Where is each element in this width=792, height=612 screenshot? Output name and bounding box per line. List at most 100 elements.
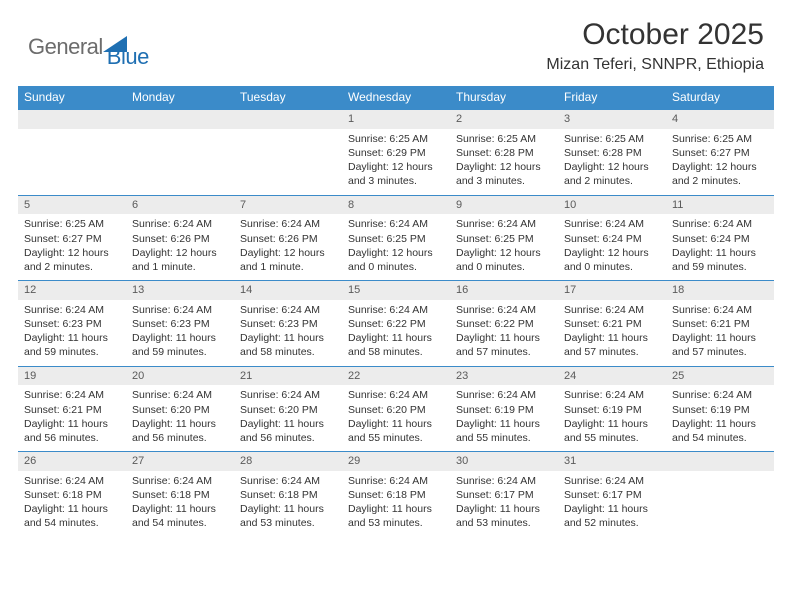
sunrise-text: Sunrise: 6:24 AM xyxy=(348,388,444,402)
day-cell xyxy=(18,110,126,195)
sunrise-text: Sunrise: 6:24 AM xyxy=(672,217,768,231)
day-number: 26 xyxy=(18,452,126,471)
sunrise-text: Sunrise: 6:24 AM xyxy=(564,388,660,402)
day-body: Sunrise: 6:24 AMSunset: 6:17 PMDaylight:… xyxy=(450,471,558,537)
day-body: Sunrise: 6:24 AMSunset: 6:24 PMDaylight:… xyxy=(666,214,774,280)
sunset-text: Sunset: 6:18 PM xyxy=(240,488,336,502)
day-cell: 16Sunrise: 6:24 AMSunset: 6:22 PMDayligh… xyxy=(450,281,558,366)
sunrise-text: Sunrise: 6:24 AM xyxy=(24,303,120,317)
day-cell: 27Sunrise: 6:24 AMSunset: 6:18 PMDayligh… xyxy=(126,452,234,537)
sunset-text: Sunset: 6:19 PM xyxy=(672,403,768,417)
day-cell: 25Sunrise: 6:24 AMSunset: 6:19 PMDayligh… xyxy=(666,367,774,452)
day-body: Sunrise: 6:24 AMSunset: 6:20 PMDaylight:… xyxy=(342,385,450,451)
day-cell: 26Sunrise: 6:24 AMSunset: 6:18 PMDayligh… xyxy=(18,452,126,537)
day-cell: 8Sunrise: 6:24 AMSunset: 6:25 PMDaylight… xyxy=(342,196,450,281)
sunrise-text: Sunrise: 6:24 AM xyxy=(456,303,552,317)
day-number: 3 xyxy=(558,110,666,129)
sunrise-text: Sunrise: 6:24 AM xyxy=(132,217,228,231)
daylight-text: Daylight: 11 hours and 58 minutes. xyxy=(348,331,444,359)
sunset-text: Sunset: 6:22 PM xyxy=(348,317,444,331)
day-cell: 5Sunrise: 6:25 AMSunset: 6:27 PMDaylight… xyxy=(18,196,126,281)
day-body: Sunrise: 6:24 AMSunset: 6:18 PMDaylight:… xyxy=(234,471,342,537)
sunrise-text: Sunrise: 6:24 AM xyxy=(24,388,120,402)
daylight-text: Daylight: 12 hours and 3 minutes. xyxy=(348,160,444,188)
sunset-text: Sunset: 6:17 PM xyxy=(456,488,552,502)
day-cell: 18Sunrise: 6:24 AMSunset: 6:21 PMDayligh… xyxy=(666,281,774,366)
calendar-body: 1Sunrise: 6:25 AMSunset: 6:29 PMDaylight… xyxy=(18,109,774,537)
day-cell: 10Sunrise: 6:24 AMSunset: 6:24 PMDayligh… xyxy=(558,196,666,281)
day-cell: 11Sunrise: 6:24 AMSunset: 6:24 PMDayligh… xyxy=(666,196,774,281)
sunset-text: Sunset: 6:18 PM xyxy=(348,488,444,502)
sunrise-text: Sunrise: 6:25 AM xyxy=(672,132,768,146)
day-cell: 4Sunrise: 6:25 AMSunset: 6:27 PMDaylight… xyxy=(666,110,774,195)
day-cell xyxy=(666,452,774,537)
day-body: Sunrise: 6:24 AMSunset: 6:18 PMDaylight:… xyxy=(126,471,234,537)
page-header: General Blue October 2025 Mizan Teferi, … xyxy=(0,0,792,80)
sunrise-text: Sunrise: 6:24 AM xyxy=(132,388,228,402)
day-number: 8 xyxy=(342,196,450,215)
logo-text-general: General xyxy=(28,34,103,60)
daylight-text: Daylight: 11 hours and 55 minutes. xyxy=(456,417,552,445)
day-number: 29 xyxy=(342,452,450,471)
day-number: 21 xyxy=(234,367,342,386)
day-body: Sunrise: 6:24 AMSunset: 6:22 PMDaylight:… xyxy=(342,300,450,366)
sunset-text: Sunset: 6:24 PM xyxy=(564,232,660,246)
day-cell: 9Sunrise: 6:24 AMSunset: 6:25 PMDaylight… xyxy=(450,196,558,281)
sunrise-text: Sunrise: 6:25 AM xyxy=(24,217,120,231)
day-cell: 17Sunrise: 6:24 AMSunset: 6:21 PMDayligh… xyxy=(558,281,666,366)
weekday-header: Tuesday xyxy=(234,86,342,109)
day-body: Sunrise: 6:24 AMSunset: 6:22 PMDaylight:… xyxy=(450,300,558,366)
daylight-text: Daylight: 11 hours and 54 minutes. xyxy=(132,502,228,530)
day-cell: 14Sunrise: 6:24 AMSunset: 6:23 PMDayligh… xyxy=(234,281,342,366)
day-cell: 13Sunrise: 6:24 AMSunset: 6:23 PMDayligh… xyxy=(126,281,234,366)
week-row: 19Sunrise: 6:24 AMSunset: 6:21 PMDayligh… xyxy=(18,366,774,452)
daylight-text: Daylight: 11 hours and 55 minutes. xyxy=(564,417,660,445)
day-body: Sunrise: 6:24 AMSunset: 6:25 PMDaylight:… xyxy=(342,214,450,280)
sunset-text: Sunset: 6:23 PM xyxy=(24,317,120,331)
sunset-text: Sunset: 6:25 PM xyxy=(456,232,552,246)
day-number: 23 xyxy=(450,367,558,386)
sunset-text: Sunset: 6:26 PM xyxy=(240,232,336,246)
day-body: Sunrise: 6:24 AMSunset: 6:25 PMDaylight:… xyxy=(450,214,558,280)
sunset-text: Sunset: 6:18 PM xyxy=(24,488,120,502)
day-cell: 12Sunrise: 6:24 AMSunset: 6:23 PMDayligh… xyxy=(18,281,126,366)
daylight-text: Daylight: 11 hours and 57 minutes. xyxy=(672,331,768,359)
daylight-text: Daylight: 12 hours and 1 minute. xyxy=(132,246,228,274)
sunrise-text: Sunrise: 6:24 AM xyxy=(564,474,660,488)
title-block: October 2025 Mizan Teferi, SNNPR, Ethiop… xyxy=(546,18,764,74)
day-number: 20 xyxy=(126,367,234,386)
sunrise-text: Sunrise: 6:24 AM xyxy=(456,388,552,402)
day-number xyxy=(18,110,126,129)
sunset-text: Sunset: 6:20 PM xyxy=(132,403,228,417)
week-row: 1Sunrise: 6:25 AMSunset: 6:29 PMDaylight… xyxy=(18,109,774,195)
day-number: 2 xyxy=(450,110,558,129)
logo-text-blue: Blue xyxy=(107,44,149,70)
sunrise-text: Sunrise: 6:24 AM xyxy=(240,474,336,488)
day-cell: 22Sunrise: 6:24 AMSunset: 6:20 PMDayligh… xyxy=(342,367,450,452)
daylight-text: Daylight: 11 hours and 56 minutes. xyxy=(132,417,228,445)
sunrise-text: Sunrise: 6:24 AM xyxy=(24,474,120,488)
day-cell: 23Sunrise: 6:24 AMSunset: 6:19 PMDayligh… xyxy=(450,367,558,452)
day-body: Sunrise: 6:24 AMSunset: 6:17 PMDaylight:… xyxy=(558,471,666,537)
sunset-text: Sunset: 6:28 PM xyxy=(456,146,552,160)
day-body: Sunrise: 6:24 AMSunset: 6:20 PMDaylight:… xyxy=(126,385,234,451)
day-number: 22 xyxy=(342,367,450,386)
week-row: 5Sunrise: 6:25 AMSunset: 6:27 PMDaylight… xyxy=(18,195,774,281)
day-body xyxy=(666,471,774,480)
day-body: Sunrise: 6:24 AMSunset: 6:19 PMDaylight:… xyxy=(450,385,558,451)
daylight-text: Daylight: 11 hours and 59 minutes. xyxy=(24,331,120,359)
day-number: 4 xyxy=(666,110,774,129)
day-number: 28 xyxy=(234,452,342,471)
weekday-header-row: SundayMondayTuesdayWednesdayThursdayFrid… xyxy=(18,86,774,109)
sunrise-text: Sunrise: 6:25 AM xyxy=(348,132,444,146)
day-body: Sunrise: 6:25 AMSunset: 6:27 PMDaylight:… xyxy=(666,129,774,195)
day-cell: 7Sunrise: 6:24 AMSunset: 6:26 PMDaylight… xyxy=(234,196,342,281)
day-cell: 31Sunrise: 6:24 AMSunset: 6:17 PMDayligh… xyxy=(558,452,666,537)
day-body: Sunrise: 6:24 AMSunset: 6:23 PMDaylight:… xyxy=(126,300,234,366)
weekday-header: Friday xyxy=(558,86,666,109)
daylight-text: Daylight: 11 hours and 53 minutes. xyxy=(456,502,552,530)
sunset-text: Sunset: 6:19 PM xyxy=(564,403,660,417)
day-cell xyxy=(234,110,342,195)
day-body: Sunrise: 6:24 AMSunset: 6:23 PMDaylight:… xyxy=(18,300,126,366)
day-cell: 20Sunrise: 6:24 AMSunset: 6:20 PMDayligh… xyxy=(126,367,234,452)
